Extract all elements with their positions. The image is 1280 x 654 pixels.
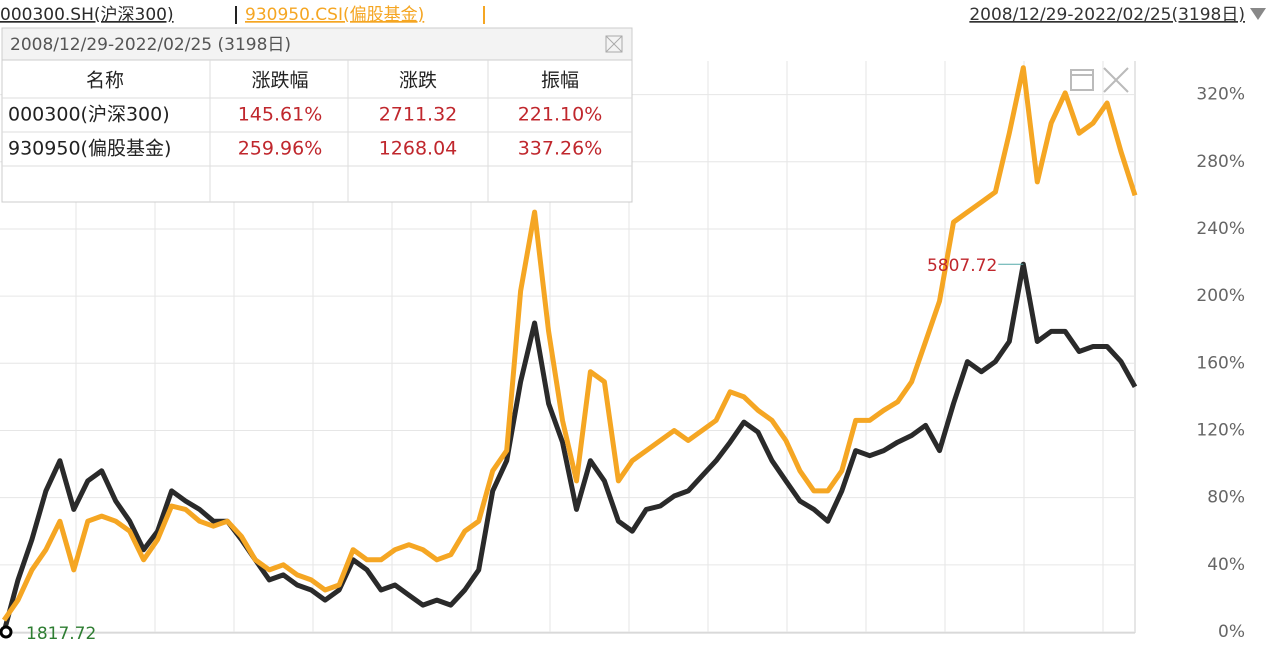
y-tick-label: 120%	[1196, 420, 1245, 440]
close-button[interactable]	[605, 35, 623, 53]
start-marker	[0, 625, 13, 639]
y-tick-label: 280%	[1196, 152, 1245, 172]
plot-frame	[0, 61, 1136, 634]
series-line	[1, 65, 1138, 622]
table-value: 2711.32	[379, 104, 458, 126]
table-name: 000300(沪深300)	[8, 104, 170, 126]
panel-title: 2008/12/29-2022/02/25 (3198日)	[10, 35, 291, 55]
series-code[interactable]: 000300.SH(沪深300)	[0, 5, 174, 25]
annotation-max: 5807.72	[927, 256, 997, 276]
column-header: 涨跌幅	[251, 70, 308, 92]
lines	[1, 65, 1138, 633]
y-tick-label: 80%	[1207, 488, 1245, 508]
y-tick-label: 320%	[1196, 85, 1245, 105]
stats-panel: 2008/12/29-2022/02/25 (3198日) 名称 涨跌幅 涨跌 振幅 0…	[1, 27, 633, 203]
dropdown-arrow[interactable]	[1250, 8, 1266, 20]
table-value: 337.26%	[518, 138, 603, 160]
window-buttons[interactable]	[1070, 67, 1129, 93]
column-header: 名称	[86, 70, 124, 92]
date-range[interactable]: 2008/12/29-2022/02/25(3198日)	[969, 5, 1245, 25]
column-header: 涨跌	[399, 70, 437, 92]
series-code[interactable]: 930950.CSI(偏股基金)	[245, 5, 424, 25]
y-tick-label: 200%	[1196, 286, 1245, 306]
table-value: 259.96%	[238, 138, 323, 160]
y-tick-label: 160%	[1196, 353, 1245, 373]
table-value: 145.61%	[238, 104, 323, 126]
y-tick-label: 240%	[1196, 219, 1245, 239]
annotation-min: 1817.72	[26, 624, 96, 644]
y-tick-label: 40%	[1207, 555, 1245, 575]
table-name: 930950(偏股基金)	[8, 138, 171, 160]
annotations: 5807.72 1817.72	[0, 256, 1024, 644]
table-value: 221.10%	[518, 104, 603, 126]
table-value: 1268.04	[379, 138, 458, 160]
column-header: 振幅	[541, 70, 579, 92]
y-tick-label: 0%	[1218, 622, 1245, 642]
series-line	[1, 261, 1138, 633]
